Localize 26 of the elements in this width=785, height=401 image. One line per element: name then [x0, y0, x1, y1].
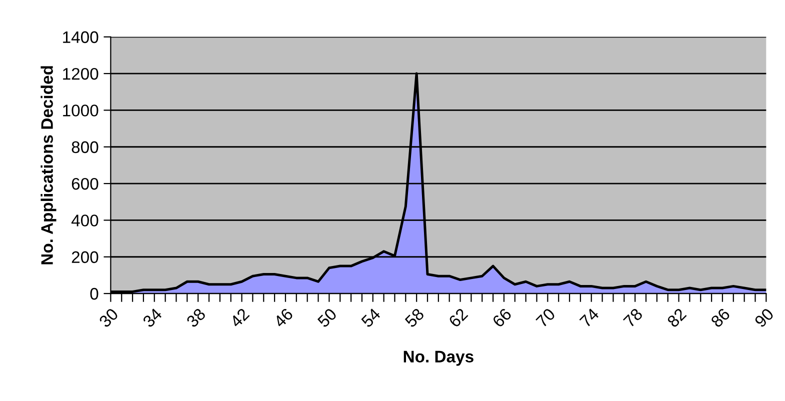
x-tick-label: 50	[316, 307, 338, 328]
x-tick-label: 78	[622, 308, 644, 328]
x-tick-label: 34	[142, 307, 163, 328]
y-axis-title: No. Applications Decided	[40, 66, 56, 264]
y-tick-label: 1000	[63, 104, 98, 116]
x-tick-label: 58	[404, 308, 425, 328]
y-tick-label: 800	[72, 141, 98, 154]
y-tick-label: 1400	[63, 31, 98, 44]
y-tick-label: 400	[71, 214, 98, 226]
x-axis-title: No. Days	[404, 350, 474, 366]
y-tick-label: 200	[72, 251, 98, 264]
x-tick-label: 42	[229, 308, 250, 328]
y-tick-label: 600	[72, 178, 98, 190]
x-tick-label: 82	[666, 308, 687, 328]
x-tick-label: 38	[186, 308, 206, 328]
x-tick-label: 54	[360, 308, 382, 328]
x-tick-label: 70	[535, 307, 556, 328]
x-tick-label: 86	[710, 308, 731, 328]
x-tick-label: 62	[448, 308, 468, 328]
x-tick-label: 74	[579, 308, 600, 328]
x-tick-label: 46	[272, 308, 294, 328]
x-tick-label: 90	[754, 307, 774, 328]
x-tick-label: 30	[98, 307, 119, 328]
x-tick-label: 66	[492, 308, 512, 328]
y-tick-label: 0	[90, 288, 98, 300]
y-tick-label: 1200	[63, 68, 98, 80]
